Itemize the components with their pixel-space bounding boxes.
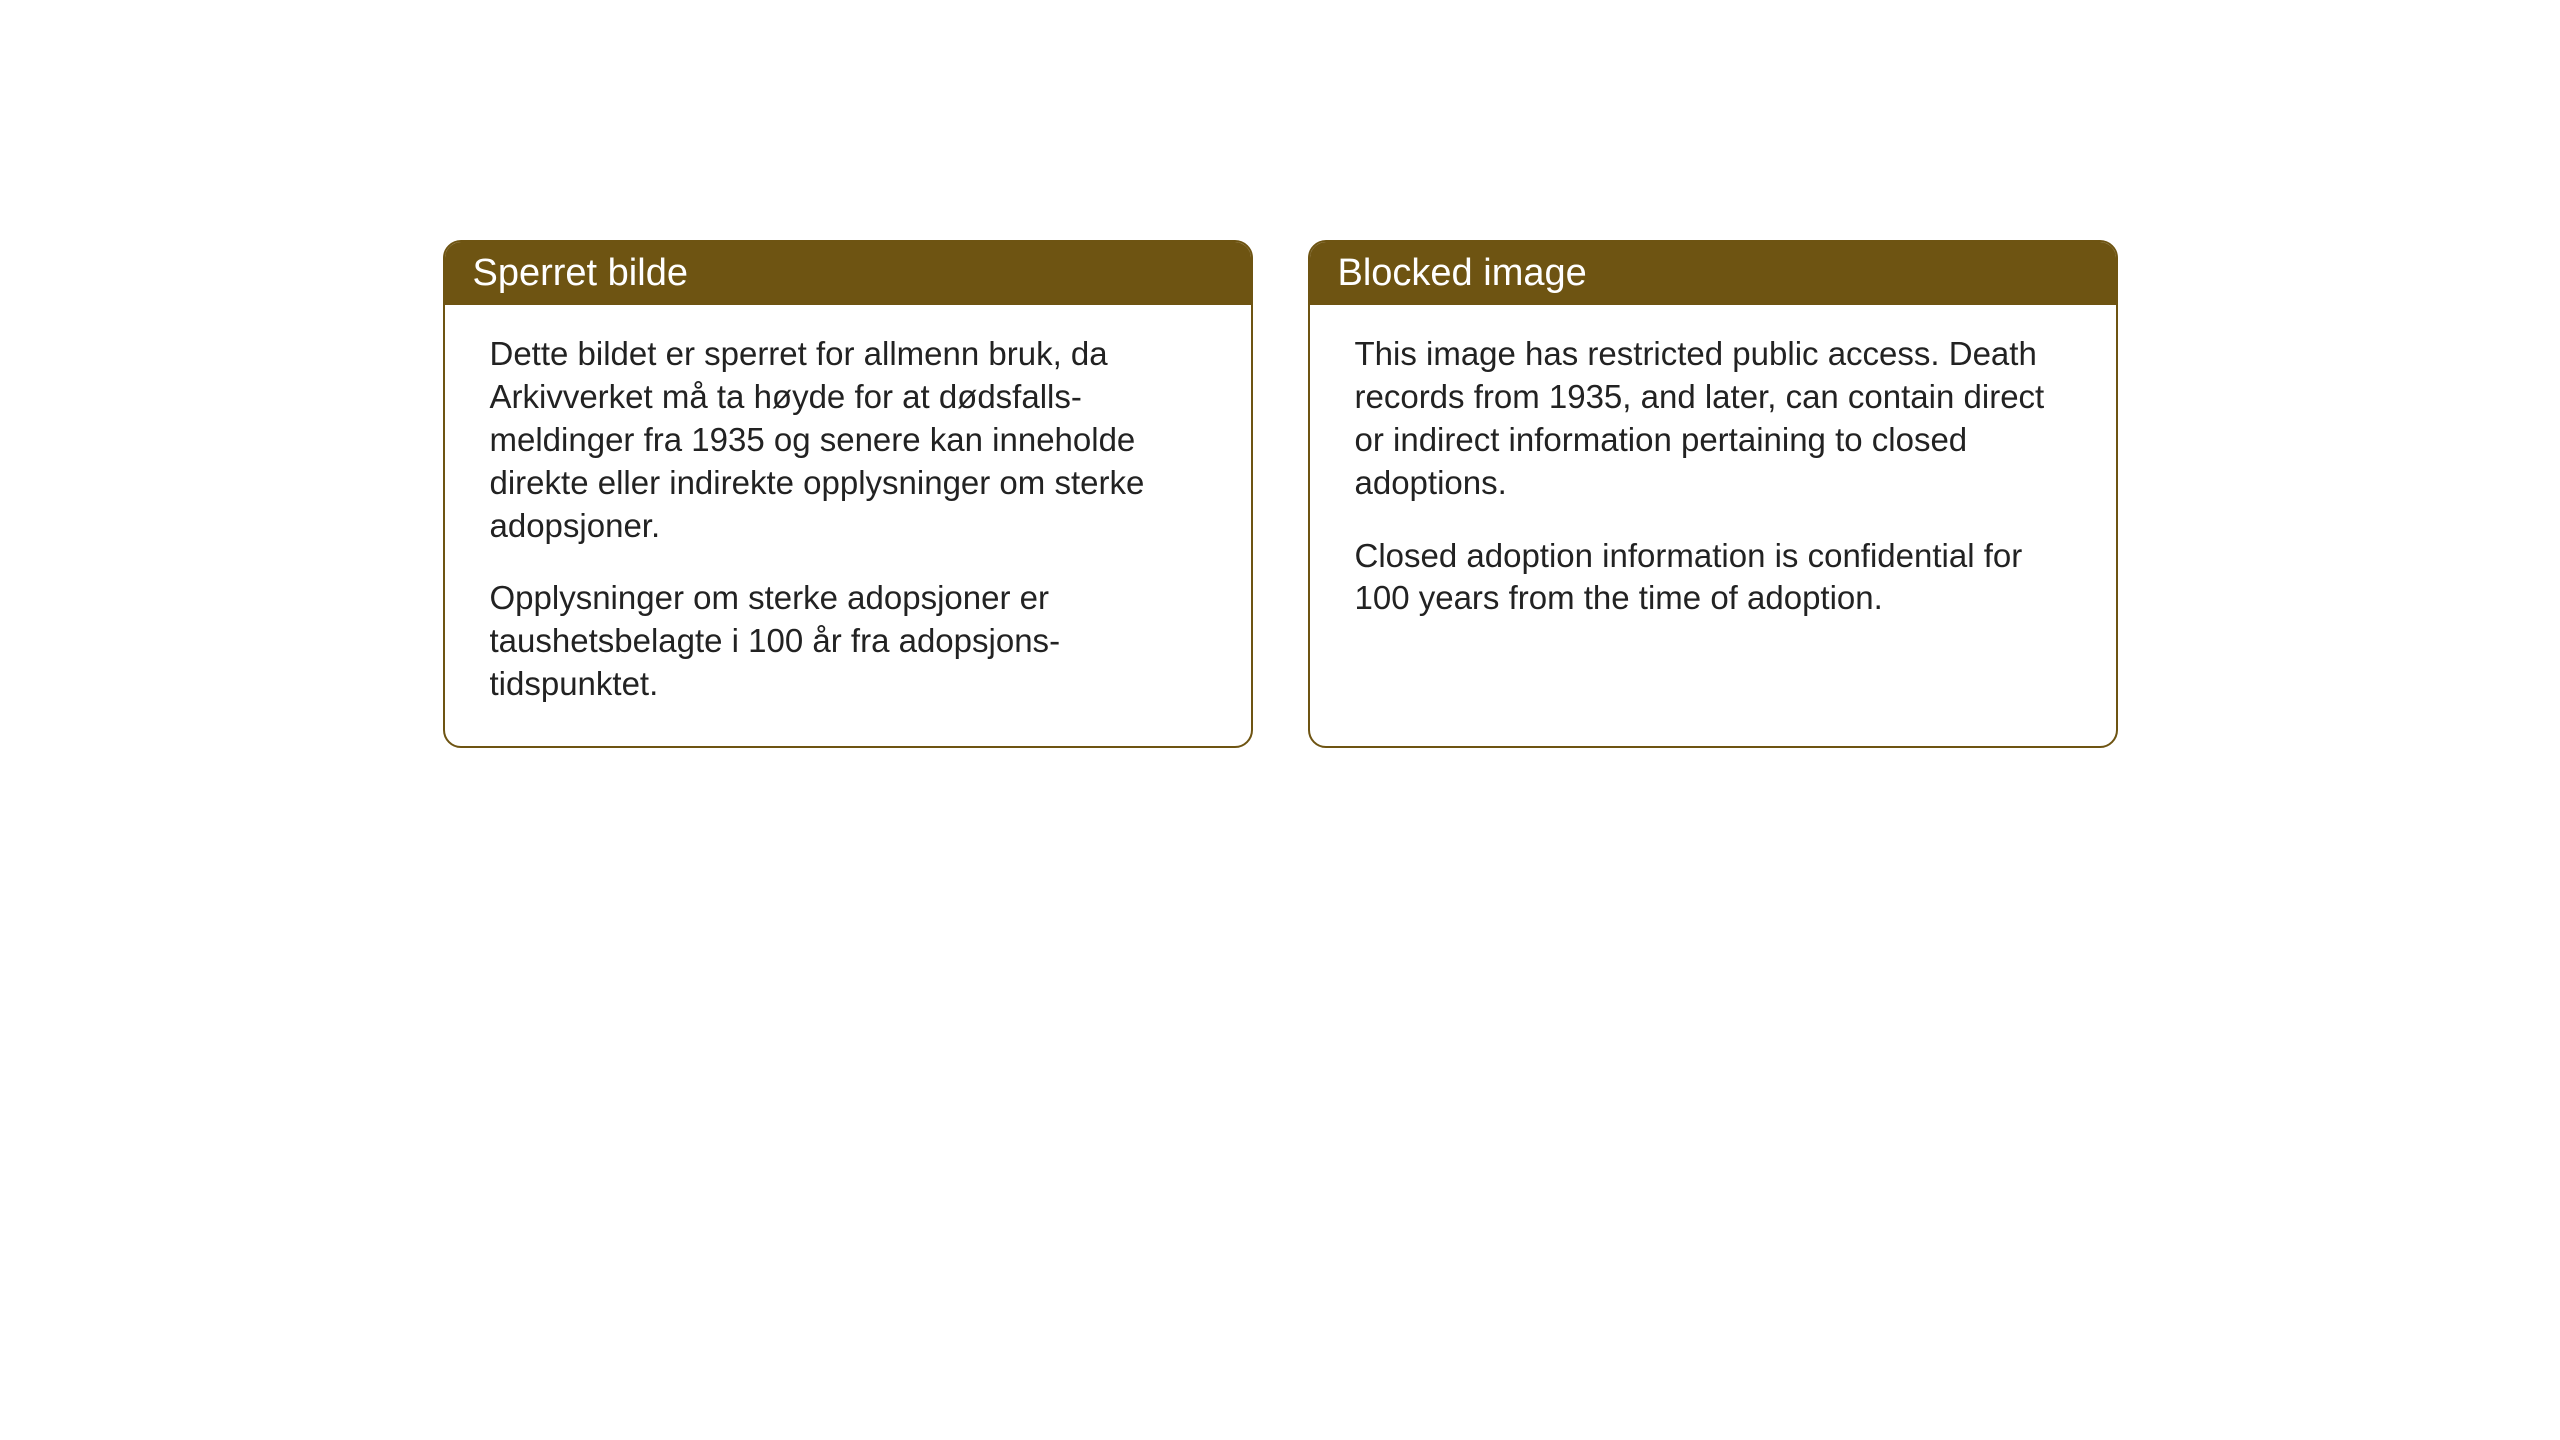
notice-container: Sperret bilde Dette bildet er sperret fo… [443, 240, 2118, 748]
notice-body-norwegian: Dette bildet er sperret for allmenn bruk… [445, 305, 1251, 746]
notice-header-norwegian: Sperret bilde [445, 242, 1251, 305]
notice-box-norwegian: Sperret bilde Dette bildet er sperret fo… [443, 240, 1253, 748]
notice-box-english: Blocked image This image has restricted … [1308, 240, 2118, 748]
notice-paragraph: Opplysninger om sterke adopsjoner er tau… [490, 577, 1206, 706]
notice-paragraph: Dette bildet er sperret for allmenn bruk… [490, 333, 1206, 547]
notice-paragraph: Closed adoption information is confident… [1355, 535, 2071, 621]
notice-body-english: This image has restricted public access.… [1310, 305, 2116, 660]
notice-paragraph: This image has restricted public access.… [1355, 333, 2071, 505]
notice-header-english: Blocked image [1310, 242, 2116, 305]
